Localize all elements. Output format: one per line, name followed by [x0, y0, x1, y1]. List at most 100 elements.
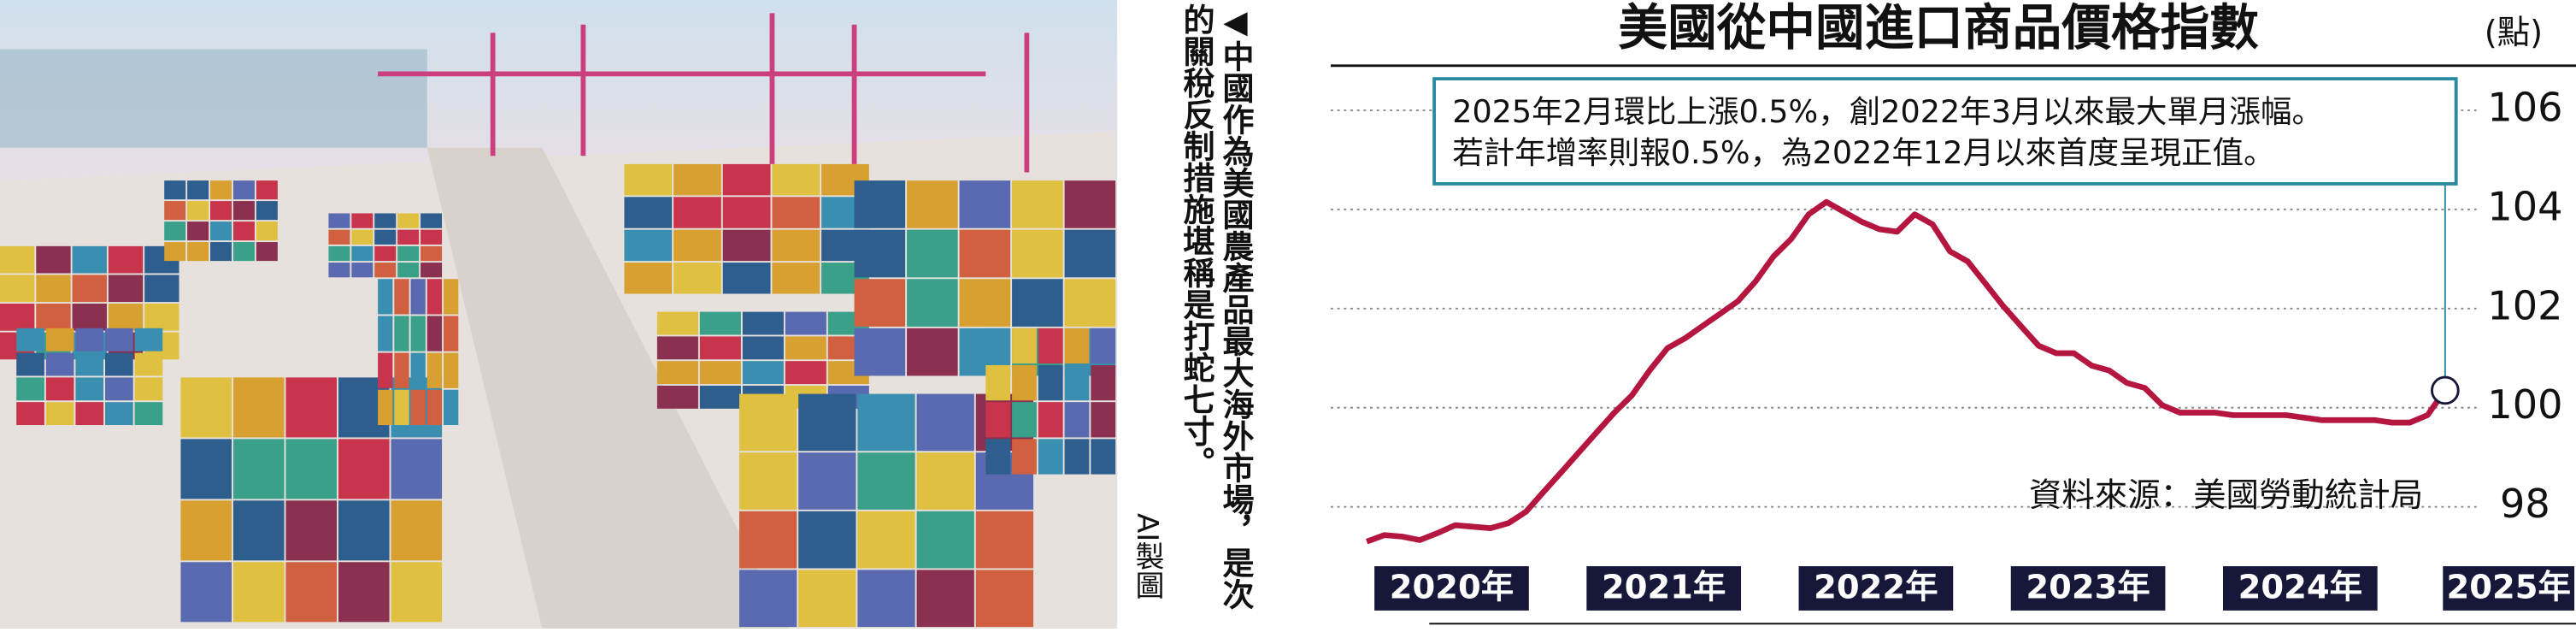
- container: [0, 245, 35, 274]
- container: [75, 402, 104, 426]
- y-tick-label: 98: [2500, 481, 2550, 527]
- annotation-text: 2025年2月環比上漲0.5%，創2022年3月以來最大單月漲幅。: [1452, 93, 2323, 130]
- container: [907, 229, 958, 278]
- container: [985, 328, 1011, 364]
- container: [857, 511, 915, 569]
- container: [772, 197, 820, 228]
- container: [397, 245, 420, 262]
- container-stacks: [0, 163, 1116, 628]
- container: [75, 377, 104, 401]
- container: [959, 279, 1011, 327]
- container: [421, 213, 443, 228]
- container: [722, 229, 771, 262]
- container: [285, 500, 338, 561]
- container: [1012, 229, 1063, 278]
- container: [351, 245, 373, 262]
- container: [374, 229, 397, 245]
- container: [75, 352, 104, 376]
- container: [378, 279, 393, 315]
- container: [1091, 402, 1116, 438]
- container: [256, 242, 278, 262]
- container: [907, 180, 958, 228]
- container: [397, 213, 420, 228]
- container: [16, 402, 44, 426]
- quay-road: [426, 147, 789, 629]
- container: [624, 263, 673, 294]
- container: [1064, 180, 1116, 228]
- container: [328, 245, 350, 262]
- container: [16, 328, 44, 351]
- container: [105, 328, 133, 351]
- source-note: 資料來源：美國勞動統計局: [2029, 476, 2423, 515]
- container: [256, 180, 278, 200]
- container: [210, 201, 232, 221]
- container: [798, 452, 856, 510]
- container: [232, 562, 285, 623]
- container: [798, 570, 856, 628]
- container: [351, 213, 373, 228]
- container: [742, 361, 784, 385]
- container: [210, 180, 232, 200]
- x-tick-label: 2024年: [2238, 568, 2362, 606]
- container: [673, 163, 721, 196]
- container: [338, 562, 390, 623]
- container: [772, 263, 820, 294]
- container: [1012, 180, 1063, 228]
- container: [1012, 402, 1037, 438]
- unit-label: (點): [2485, 14, 2543, 52]
- container: [857, 570, 915, 628]
- container: [916, 570, 974, 628]
- container: [421, 229, 443, 245]
- container: [180, 377, 232, 438]
- container: [854, 328, 906, 376]
- container: [187, 180, 209, 200]
- container: [673, 229, 721, 262]
- container: [798, 511, 856, 569]
- container: [1038, 364, 1063, 401]
- container: [232, 377, 285, 438]
- container: [624, 229, 673, 262]
- container: [105, 402, 133, 426]
- container: [45, 402, 74, 426]
- cranes: [378, 13, 1030, 173]
- container: [722, 163, 771, 196]
- container: [180, 500, 232, 561]
- container: [854, 180, 906, 228]
- container: [410, 352, 426, 388]
- container: [394, 352, 409, 388]
- container: [72, 245, 107, 274]
- container: [134, 377, 163, 401]
- container: [959, 229, 1011, 278]
- annotation-box: [1432, 77, 2458, 186]
- container: [134, 402, 163, 426]
- container: [699, 336, 741, 360]
- container: [232, 201, 255, 221]
- container: [443, 279, 459, 315]
- container: [16, 352, 44, 376]
- container: [1064, 328, 1090, 364]
- container: [397, 229, 420, 245]
- container: [108, 245, 144, 274]
- container: [374, 263, 397, 278]
- container: [164, 201, 186, 221]
- container: [656, 361, 698, 385]
- container: [134, 352, 163, 376]
- container: [673, 197, 721, 228]
- container: [187, 201, 209, 221]
- container: [105, 352, 133, 376]
- container: [144, 304, 179, 331]
- chart-title: 美國從中國進口商品價格指數: [1618, 0, 2259, 56]
- container: [0, 304, 35, 331]
- container: [394, 279, 409, 315]
- container: [975, 570, 1034, 628]
- container: [187, 221, 209, 241]
- container: [285, 377, 338, 438]
- container: [785, 336, 826, 360]
- container: [378, 352, 393, 388]
- container: [394, 389, 409, 426]
- port-illustration: [0, 0, 1118, 629]
- container: [742, 311, 784, 335]
- container: [1091, 439, 1116, 475]
